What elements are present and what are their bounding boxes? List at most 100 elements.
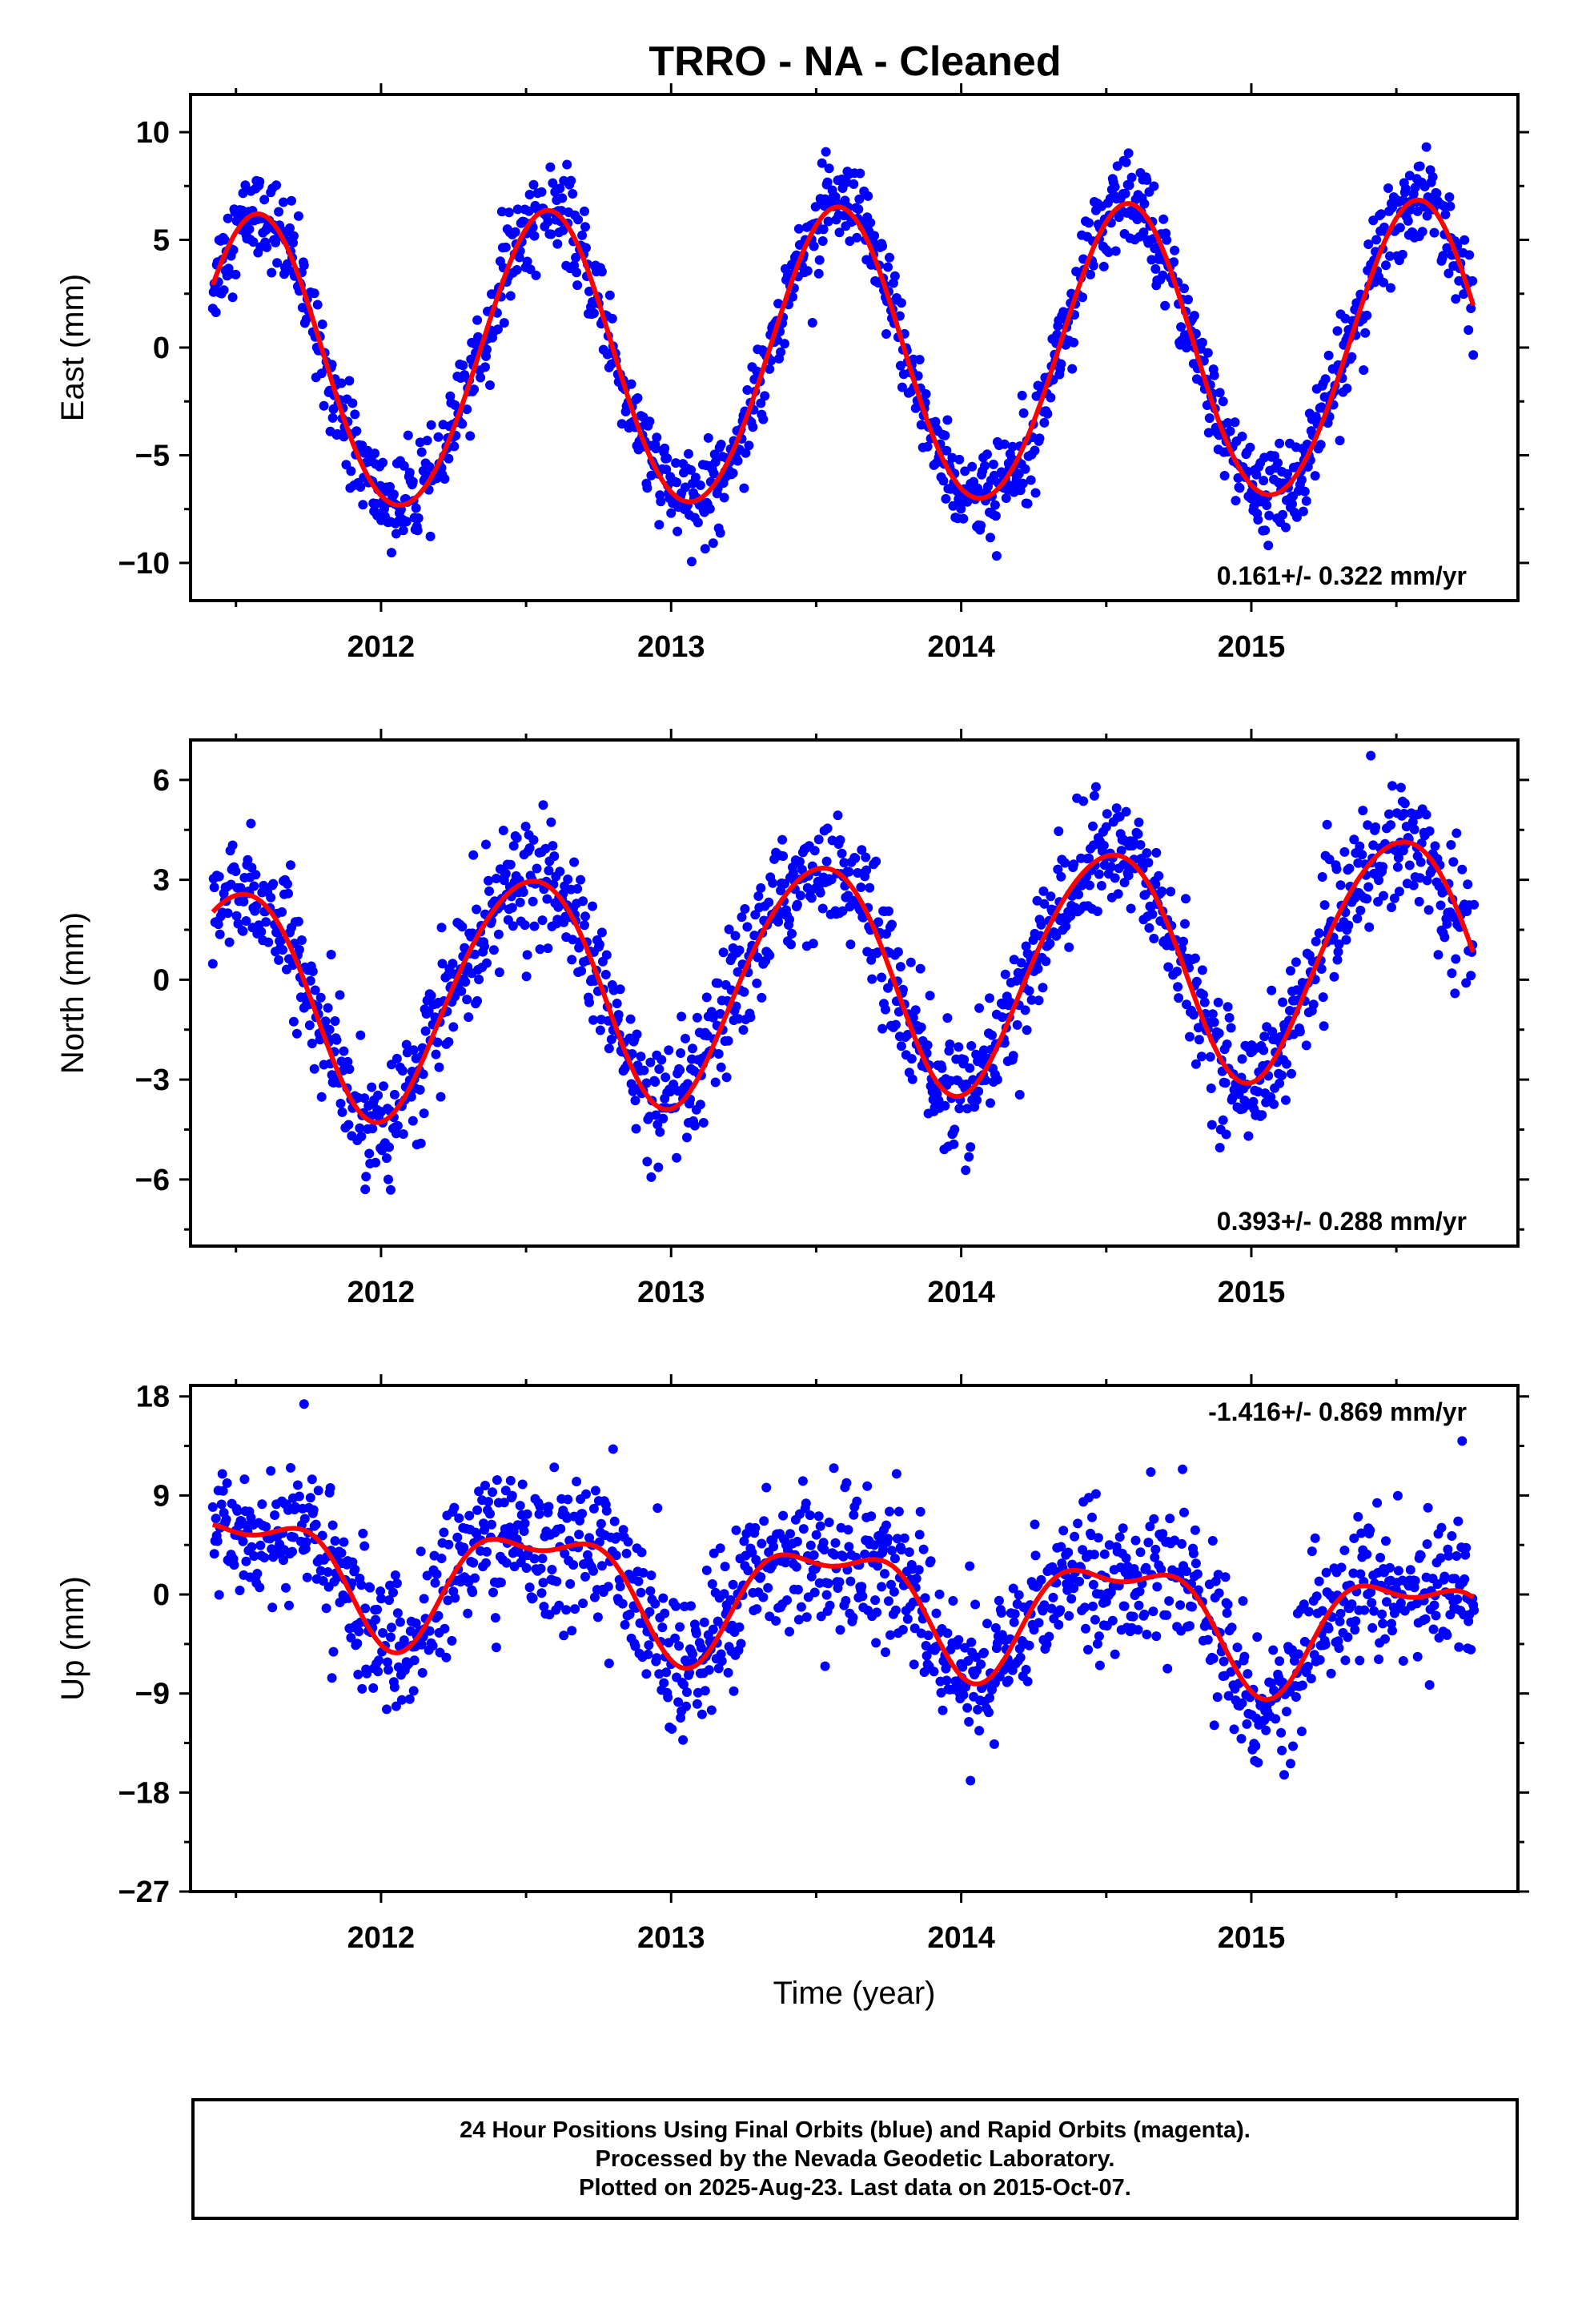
data-point [293, 916, 303, 927]
data-point [1191, 976, 1202, 987]
data-point [1009, 955, 1019, 965]
data-point [1322, 819, 1332, 830]
data-point [425, 531, 436, 541]
data-point [688, 1649, 697, 1659]
data-point [296, 935, 307, 945]
data-point [469, 384, 480, 395]
data-point [1209, 1720, 1219, 1731]
data-point [560, 1549, 570, 1558]
data-point [1052, 329, 1062, 340]
data-point [1436, 1522, 1447, 1533]
data-point [1259, 1045, 1269, 1055]
data-point [857, 1582, 867, 1592]
data-point [480, 362, 490, 372]
data-point [688, 1043, 697, 1054]
data-point [1362, 310, 1372, 320]
data-point [910, 403, 921, 413]
data-point [528, 896, 538, 907]
data-point [623, 1537, 633, 1547]
data-point [1192, 1569, 1203, 1579]
data-point [1331, 864, 1342, 875]
data-point [990, 500, 1000, 510]
data-point [411, 1618, 421, 1628]
data-point [271, 237, 281, 247]
data-point [1344, 863, 1355, 874]
data-point [577, 1509, 588, 1519]
data-point [654, 520, 665, 530]
data-point [524, 190, 535, 199]
data-point [745, 1012, 756, 1023]
data-point [824, 163, 834, 174]
data-point [1119, 878, 1130, 887]
data-point [436, 923, 447, 933]
data-point [1152, 1582, 1162, 1592]
y-tick-label: −27 [118, 1876, 170, 1909]
data-point [549, 851, 560, 862]
data-point [987, 1030, 997, 1040]
data-point [793, 1614, 804, 1625]
data-point [1452, 828, 1462, 838]
data-point [1141, 1562, 1151, 1573]
plot-frame-up [189, 1384, 1520, 1893]
data-point [573, 215, 584, 225]
data-point [1339, 846, 1350, 857]
data-point [1030, 488, 1041, 498]
data-point [687, 557, 697, 567]
data-point [1237, 1054, 1247, 1064]
data-point [1030, 1550, 1041, 1561]
data-point [1389, 893, 1399, 903]
data-points-up [207, 1399, 1480, 1786]
data-point [841, 1595, 851, 1606]
data-point [450, 1593, 460, 1603]
data-point [301, 314, 311, 324]
data-point [965, 1561, 975, 1571]
data-point [315, 992, 326, 1003]
data-point [967, 461, 978, 472]
data-point [1185, 1621, 1195, 1631]
data-point [391, 1701, 401, 1711]
data-point [890, 1019, 901, 1030]
data-point [1018, 408, 1029, 418]
data-point [327, 1520, 338, 1530]
data-point [1293, 1649, 1303, 1659]
data-point [485, 380, 495, 390]
data-point [457, 922, 468, 932]
data-point [1208, 1654, 1219, 1663]
data-point [708, 538, 718, 549]
data-point [1088, 260, 1098, 271]
data-point [294, 944, 304, 955]
data-point [259, 1553, 270, 1562]
data-point [615, 1582, 625, 1592]
data-point [360, 1603, 371, 1614]
data-point [281, 1582, 291, 1593]
data-point [565, 1578, 576, 1589]
data-point [1447, 968, 1457, 979]
data-point [1022, 1676, 1033, 1687]
data-point [1095, 1589, 1106, 1599]
data-point [1007, 441, 1018, 452]
data-point [739, 987, 749, 997]
data-point [1446, 840, 1456, 850]
data-point [580, 1571, 590, 1582]
data-point [428, 1641, 438, 1651]
data-point [761, 1482, 772, 1493]
data-point [1341, 935, 1351, 945]
data-point [231, 866, 241, 876]
data-point [548, 841, 558, 851]
data-point [1150, 1544, 1161, 1554]
data-point [830, 191, 841, 202]
data-point [532, 863, 542, 874]
data-point [940, 430, 950, 440]
data-point [1442, 919, 1452, 929]
data-point [1098, 840, 1109, 850]
data-point [238, 188, 248, 199]
data-point [1335, 880, 1346, 891]
data-point [1055, 1605, 1066, 1615]
data-point [1277, 1070, 1287, 1080]
data-point [222, 1478, 232, 1488]
data-point [457, 419, 468, 429]
data-point [857, 1591, 868, 1602]
data-point [677, 1011, 687, 1022]
data-point [1451, 294, 1461, 304]
data-point [797, 864, 807, 875]
